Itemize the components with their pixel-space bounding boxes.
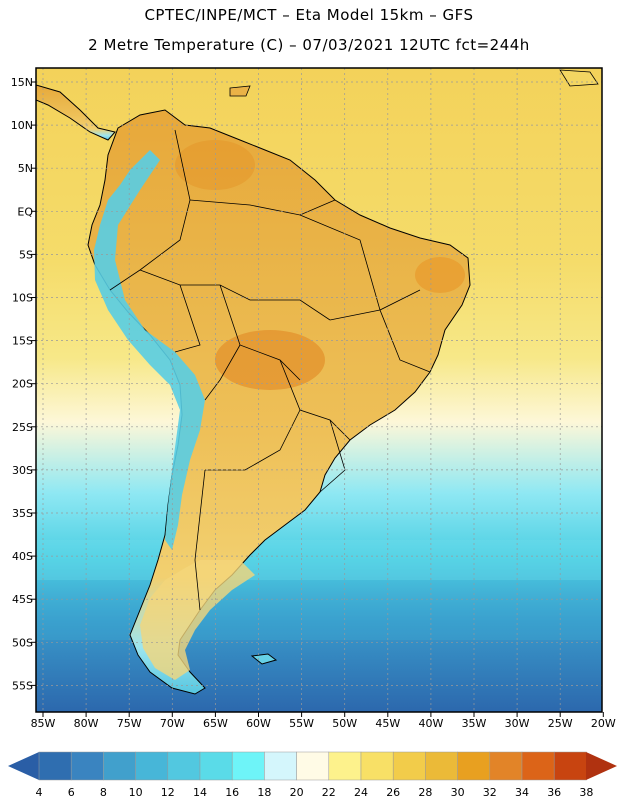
colorbar-swatch [70, 751, 104, 781]
colorbar-label: 12 [161, 786, 175, 799]
lat-tick-label: 55S [12, 679, 33, 692]
colorbar-swatch [167, 751, 201, 781]
hot-region [215, 330, 325, 390]
colorbar-swatch [521, 751, 555, 781]
lon-tick-label: 25W [548, 717, 573, 730]
lon-tick-label: 50W [332, 717, 357, 730]
map-frame [35, 67, 603, 713]
colorbar-label: 8 [100, 786, 107, 799]
lon-tick-label: 30W [505, 717, 530, 730]
andes-cold-strip [94, 150, 205, 550]
lat-tick-label: EQ [17, 205, 33, 218]
map-title-line-1: CPTEC/INPE/MCT – Eta Model 15km – GFS [144, 6, 474, 24]
longitude-axis: 85W 80W 75W 70W 65W 60W 55W 50W 45W 40W 35W 30W 25W 2… [31, 712, 616, 730]
lat-tick-label: 50S [12, 636, 33, 649]
colorbar-label: 4 [36, 786, 43, 799]
graticule [36, 68, 602, 712]
colorbar-swatch [38, 751, 72, 781]
colorbar-swatch [199, 751, 233, 781]
colorbar-swatch [553, 751, 587, 781]
lon-tick-label: 20W [591, 717, 616, 730]
country-borders [109, 129, 431, 611]
caribbean-island [229, 85, 251, 97]
colorbar-label: 24 [354, 786, 368, 799]
lon-tick-label: 65W [203, 717, 228, 730]
colorbar-label: 10 [129, 786, 143, 799]
colorbar-swatch [231, 751, 265, 781]
colorbar-low-arrow [8, 752, 39, 780]
colorbar-label: 36 [547, 786, 561, 799]
colorbar-label: 38 [579, 786, 593, 799]
lat-tick-label: 40S [12, 550, 33, 563]
lon-tick-label: 35W [462, 717, 487, 730]
colorbar-label: 28 [418, 786, 432, 799]
lon-tick-label: 75W [117, 717, 142, 730]
lon-tick-label: 40W [418, 717, 443, 730]
colorbar-swatch [328, 751, 362, 781]
lat-tick-label: 5S [19, 248, 33, 261]
colorbar-label: 30 [451, 786, 465, 799]
hot-region-north [175, 140, 255, 190]
colorbar-label: 18 [257, 786, 271, 799]
lat-tick-label: 45S [12, 593, 33, 606]
hot-region-northeast [415, 257, 465, 293]
colorbar-high-arrow [586, 752, 617, 780]
colorbar-label: 26 [386, 786, 400, 799]
colorbar-swatch [264, 751, 297, 781]
lat-tick-label: 10S [12, 292, 33, 305]
lat-tick-label: 10N [11, 119, 33, 132]
colorbar-swatch [392, 751, 426, 781]
colorbar-label: 14 [193, 786, 207, 799]
lon-tick-label: 55W [289, 717, 314, 730]
lon-tick-label: 70W [160, 717, 185, 730]
lon-tick-label: 45W [375, 717, 400, 730]
lat-tick-label: 25S [12, 421, 33, 434]
lat-tick-label: 35S [12, 507, 33, 520]
colorbar-swatch [489, 751, 523, 781]
colorbar: 4 6 8 10 12 14 16 18 20 22 24 26 28 30 32 34 36 38 [8, 751, 617, 799]
lon-tick-label: 60W [246, 717, 271, 730]
colorbar-swatch [103, 751, 136, 781]
lon-tick-label: 80W [74, 717, 99, 730]
latitude-axis: 15N 10N 5N EQ 5S 10S 15S 20S 25S 30S 35S 40S 45S 50S 5… [11, 76, 36, 692]
colorbar-label: 32 [483, 786, 497, 799]
colorbar-label: 34 [515, 786, 529, 799]
colorbar-swatch [360, 751, 394, 781]
colorbar-label: 20 [290, 786, 304, 799]
map-title-line-2: 2 Metre Temperature (C) – 07/03/2021 12U… [88, 36, 530, 54]
lat-tick-label: 20S [12, 378, 33, 391]
colorbar-swatch [135, 751, 169, 781]
colorbar-swatch [457, 751, 491, 781]
lat-tick-label: 5N [18, 162, 33, 175]
lat-tick-label: 15S [12, 335, 33, 348]
falkland-islands [250, 653, 278, 665]
lon-tick-label: 85W [31, 717, 56, 730]
colorbar-label: 22 [322, 786, 336, 799]
lat-tick-label: 30S [12, 464, 33, 477]
colorbar-swatch [296, 751, 330, 781]
patagonia-cool-region [140, 560, 255, 680]
caribbean-island-east [559, 69, 599, 87]
colorbar-label: 6 [68, 786, 75, 799]
lat-tick-label: 15N [11, 76, 33, 89]
central-america [36, 84, 116, 141]
temperature-field [36, 68, 602, 712]
colorbar-swatch [425, 751, 458, 781]
colorbar-label: 16 [225, 786, 239, 799]
